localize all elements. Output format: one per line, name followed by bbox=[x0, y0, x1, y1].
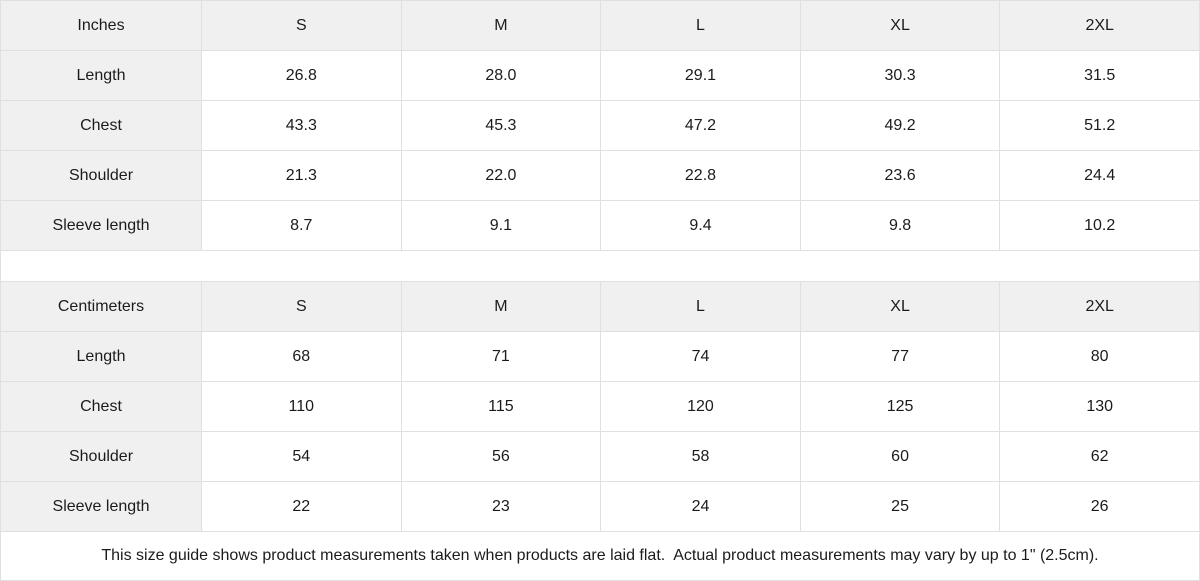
measurement-value: 60 bbox=[799, 431, 1001, 482]
measurement-value: 30.3 bbox=[799, 50, 1001, 101]
measurement-value: 22.0 bbox=[400, 150, 602, 201]
measurement-value: 62 bbox=[999, 431, 1200, 482]
measurement-value: 26.8 bbox=[201, 50, 402, 101]
measurement-value: 74 bbox=[600, 331, 801, 382]
size-header: S bbox=[201, 281, 402, 332]
measurement-value: 56 bbox=[400, 431, 602, 482]
measurement-value: 25 bbox=[799, 481, 1001, 532]
size-header: 2XL bbox=[999, 0, 1200, 51]
measurement-value: 22 bbox=[201, 481, 402, 532]
size-header: XL bbox=[799, 281, 1001, 332]
measurement-value: 26 bbox=[999, 481, 1200, 532]
measurement-value: 71 bbox=[400, 331, 602, 382]
measurement-value: 110 bbox=[201, 381, 402, 432]
measurement-value: 68 bbox=[201, 331, 402, 382]
measurement-value: 130 bbox=[999, 381, 1200, 432]
measurement-value: 54 bbox=[201, 431, 402, 482]
size-table-centimeters: Centimeters S M L XL 2XL Length 68 71 74 77 80 Chest… bbox=[0, 281, 1200, 532]
measurement-value: 21.3 bbox=[201, 150, 402, 201]
measurement-value: 49.2 bbox=[799, 100, 1001, 151]
measurement-label: Length bbox=[0, 50, 202, 101]
size-header: L bbox=[600, 281, 801, 332]
size-header: S bbox=[201, 0, 402, 51]
table-row: Shoulder 21.3 22.0 22.8 23.6 24.4 bbox=[0, 150, 1200, 201]
measurement-value: 31.5 bbox=[999, 50, 1200, 101]
size-header: 2XL bbox=[999, 281, 1200, 332]
size-header: XL bbox=[799, 0, 1001, 51]
measurement-label: Length bbox=[0, 331, 202, 382]
measurement-value: 29.1 bbox=[600, 50, 801, 101]
table-gap bbox=[0, 251, 1200, 281]
measurement-value: 23.6 bbox=[799, 150, 1001, 201]
measurement-value: 22.8 bbox=[600, 150, 801, 201]
measurement-label: Sleeve length bbox=[0, 481, 202, 532]
footer-note: This size guide shows product measuremen… bbox=[0, 532, 1200, 581]
measurement-value: 45.3 bbox=[400, 100, 602, 151]
size-table-inches: Inches S M L XL 2XL Length 26.8 28.0 29.1 30.3 31.5… bbox=[0, 0, 1200, 251]
size-header: L bbox=[600, 0, 801, 51]
measurement-value: 51.2 bbox=[999, 100, 1200, 151]
table-row: Sleeve length 22 23 24 25 26 bbox=[0, 481, 1200, 532]
measurement-value: 77 bbox=[799, 331, 1001, 382]
measurement-label: Shoulder bbox=[0, 431, 202, 482]
unit-header: Centimeters bbox=[0, 281, 202, 332]
measurement-value: 47.2 bbox=[600, 100, 801, 151]
table-row: Chest 43.3 45.3 47.2 49.2 51.2 bbox=[0, 100, 1200, 151]
size-header: M bbox=[400, 281, 602, 332]
table-row: Sleeve length 8.7 9.1 9.4 9.8 10.2 bbox=[0, 200, 1200, 251]
unit-header: Inches bbox=[0, 0, 202, 51]
measurement-label: Chest bbox=[0, 100, 202, 151]
measurement-value: 9.8 bbox=[799, 200, 1001, 251]
measurement-value: 115 bbox=[400, 381, 602, 432]
measurement-value: 9.4 bbox=[600, 200, 801, 251]
measurement-value: 10.2 bbox=[999, 200, 1200, 251]
measurement-value: 24.4 bbox=[999, 150, 1200, 201]
measurement-value: 8.7 bbox=[201, 200, 402, 251]
measurement-label: Sleeve length bbox=[0, 200, 202, 251]
measurement-value: 9.1 bbox=[400, 200, 602, 251]
table-row: Chest 110 115 120 125 130 bbox=[0, 381, 1200, 432]
measurement-label: Shoulder bbox=[0, 150, 202, 201]
measurement-value: 80 bbox=[999, 331, 1200, 382]
table-row: Length 26.8 28.0 29.1 30.3 31.5 bbox=[0, 50, 1200, 101]
measurement-value: 125 bbox=[799, 381, 1001, 432]
measurement-value: 120 bbox=[600, 381, 801, 432]
size-header: M bbox=[400, 0, 602, 51]
measurement-value: 28.0 bbox=[400, 50, 602, 101]
measurement-value: 24 bbox=[600, 481, 801, 532]
measurement-value: 43.3 bbox=[201, 100, 402, 151]
header-row: Centimeters S M L XL 2XL bbox=[0, 281, 1200, 332]
measurement-value: 23 bbox=[400, 481, 602, 532]
table-row: Shoulder 54 56 58 60 62 bbox=[0, 431, 1200, 482]
table-row: Length 68 71 74 77 80 bbox=[0, 331, 1200, 382]
measurement-label: Chest bbox=[0, 381, 202, 432]
header-row: Inches S M L XL 2XL bbox=[0, 0, 1200, 51]
measurement-value: 58 bbox=[600, 431, 801, 482]
